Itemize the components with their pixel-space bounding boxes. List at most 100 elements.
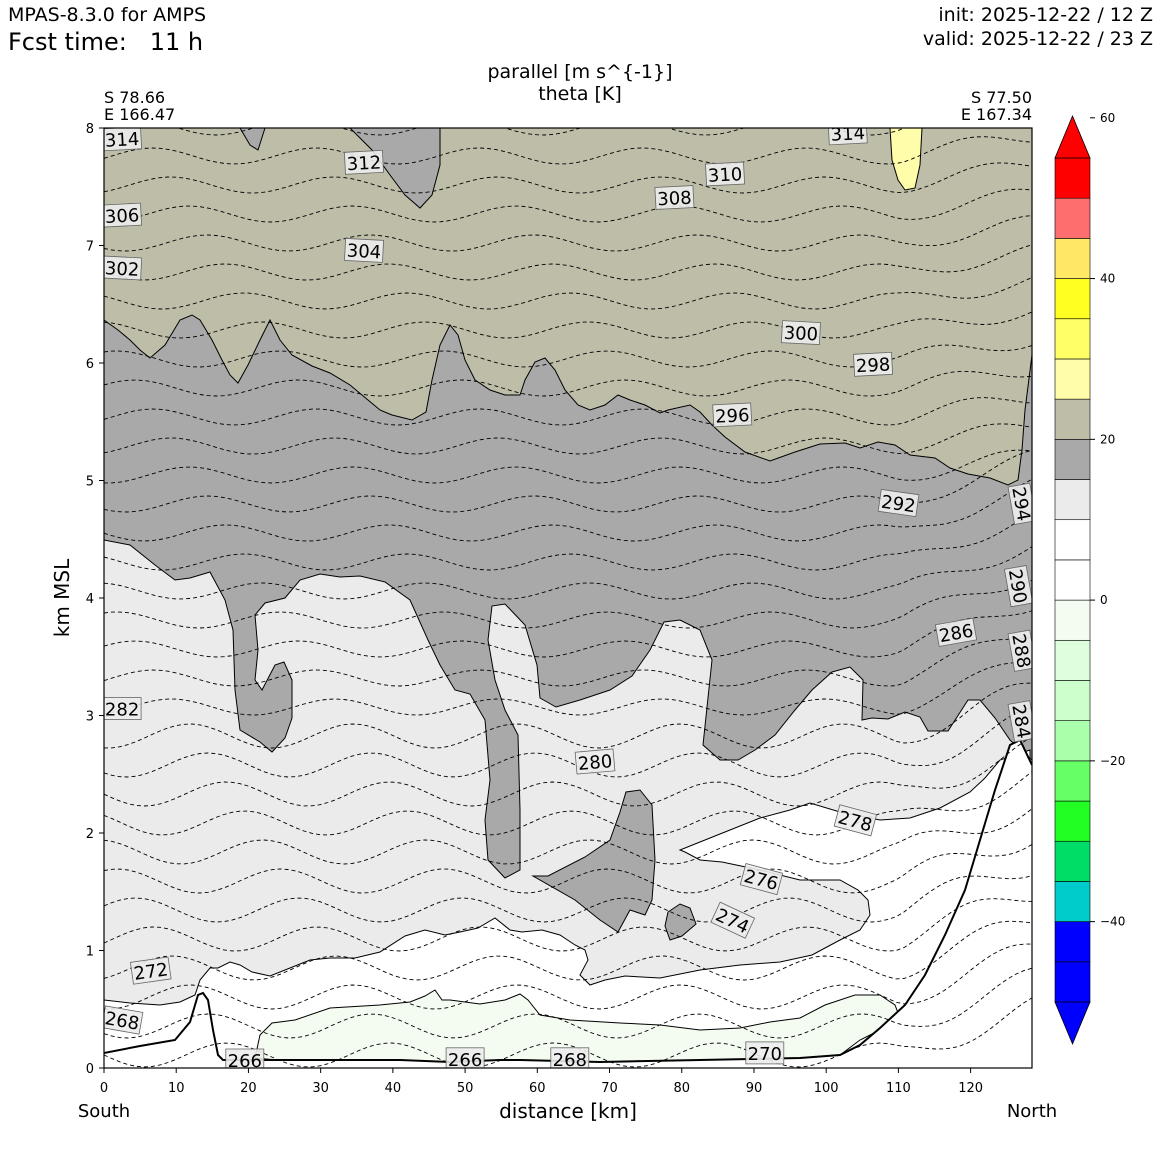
y-tick-label: 6	[86, 357, 94, 372]
theta-label: 268	[550, 1047, 590, 1071]
theta-label-text: 292	[880, 492, 917, 518]
colorbar-segment	[1054, 881, 1091, 922]
theta-label: 280	[574, 748, 616, 775]
left-endpoint-coords: S 78.66 E 166.47	[104, 89, 175, 123]
x-tick-label: 90	[746, 1081, 763, 1096]
x-tick-label: 10	[168, 1081, 185, 1096]
theta-isoline	[104, 736, 1032, 807]
theta-label: 270	[745, 1041, 785, 1065]
theta-isoline	[104, 546, 1032, 600]
chart-title-parallel: parallel [m s^{-1}]	[487, 61, 673, 83]
colorbar: −40 −20 0 20 40 60	[1054, 111, 1125, 1046]
theta-isoline	[104, 844, 1032, 894]
theta-label-box	[1007, 629, 1032, 672]
theta-label-text: 282	[105, 700, 139, 721]
x-axis-label: distance [km]	[499, 1099, 637, 1123]
fill-white-lower	[104, 749, 1031, 1068]
y-tick-label: 0	[86, 1062, 94, 1077]
right-endpoint-coords: S 77.50 E 167.34	[961, 89, 1032, 123]
theta-label-text: 308	[657, 188, 692, 211]
theta-label-box	[710, 901, 756, 939]
colorbar-segment	[1054, 238, 1091, 279]
x-tick-label: 30	[312, 1081, 329, 1096]
colorbar-segment	[1054, 479, 1091, 521]
theta-label-box	[343, 149, 384, 175]
colorbar-segment	[1054, 921, 1091, 963]
theta-label-box	[934, 617, 978, 647]
theta-isoline	[104, 661, 1032, 716]
colorbar-segment	[1054, 680, 1091, 721]
colorbar-segment	[1054, 157, 1091, 199]
theta-isoline	[104, 397, 1032, 426]
theta-label: 282	[104, 697, 142, 721]
colorbar-tick-label: −20	[1100, 754, 1125, 768]
init-time: init: 2025-12-22 / 12 Z	[938, 4, 1153, 26]
theta-label-text: 296	[715, 405, 750, 428]
theta-isoline	[104, 136, 1032, 165]
theta-label-text: 298	[855, 354, 890, 377]
theta-label-box	[1007, 700, 1032, 743]
valid-time: valid: 2025-12-22 / 23 Z	[922, 28, 1153, 50]
theta-isoline	[104, 423, 1032, 455]
theta-label: 266	[445, 1047, 485, 1071]
fill-dark-gray-patch	[531, 789, 656, 933]
theta-label-box	[780, 320, 821, 346]
x-tick-label: 40	[385, 1081, 402, 1096]
theta-label: 300	[780, 320, 821, 346]
left-endpoint-lat: S 78.66	[104, 88, 166, 107]
theta-label-box	[745, 1041, 785, 1065]
theta-label-box	[827, 128, 868, 146]
theta-label-box	[1007, 482, 1032, 525]
right-endpoint-lon: E 167.34	[960, 105, 1032, 124]
theta-label-text: 268	[553, 1050, 587, 1071]
theta-contours	[104, 128, 1032, 1068]
theta-label: 314	[827, 123, 868, 146]
theta-label-box	[104, 202, 143, 228]
x-tick-label: 20	[240, 1081, 257, 1096]
theta-isoline	[104, 162, 1032, 194]
theta-label-text: 280	[577, 751, 613, 775]
colorbar-segment	[1054, 599, 1091, 641]
theta-label: 276	[739, 863, 784, 895]
y-tick-label: 1	[86, 945, 94, 960]
theta-label: 296	[712, 402, 753, 428]
colorbar-tick-label: 40	[1100, 272, 1115, 286]
left-endpoint-lon: E 166.47	[104, 105, 176, 124]
theta-isoline	[104, 511, 1032, 571]
theta-isoline	[104, 808, 1032, 865]
colorbar-segment	[1054, 278, 1091, 320]
colorbar-segment	[1054, 800, 1091, 842]
theta-label-box	[550, 1047, 590, 1068]
theta-label-text: 270	[748, 1044, 782, 1065]
theta-label-box	[853, 351, 894, 377]
theta-label: 298	[853, 351, 894, 377]
terrain-fill	[104, 740, 1032, 1068]
theta-label: 308	[654, 185, 695, 211]
x-tick-label: 60	[529, 1081, 546, 1096]
theta-isoline	[104, 277, 1032, 310]
theta-label-text: 314	[830, 123, 865, 146]
theta-isoline	[104, 244, 1032, 281]
theta-label-text: 304	[346, 241, 381, 264]
theta-label-box	[445, 1047, 485, 1068]
theta-label-box	[104, 1005, 144, 1035]
theta-label: 302	[104, 255, 143, 281]
colorbar-segment	[1054, 398, 1091, 440]
forecast-time: Fcst time: 11 h	[8, 28, 203, 56]
colorbar-segment	[1054, 961, 1091, 1003]
theta-label: 284	[1007, 700, 1032, 743]
theta-label-text: 266	[448, 1050, 482, 1071]
theta-isoline	[104, 875, 1032, 923]
theta-label-box	[654, 185, 695, 210]
colorbar-segment	[1054, 840, 1091, 882]
theta-isoline	[104, 449, 1032, 484]
x-axis: 0 10 20 30 40 50 60 70 80 90 100 110 120	[100, 1068, 983, 1096]
theta-label: 266	[225, 1048, 265, 1068]
theta-label-box	[574, 748, 616, 775]
theta-label: 312	[343, 149, 384, 175]
x-tick-label: 100	[814, 1081, 839, 1096]
theta-isoline	[104, 478, 1032, 542]
north-label: North	[1007, 1101, 1057, 1122]
theta-isoline	[104, 706, 1032, 778]
theta-isoline	[104, 771, 1032, 836]
